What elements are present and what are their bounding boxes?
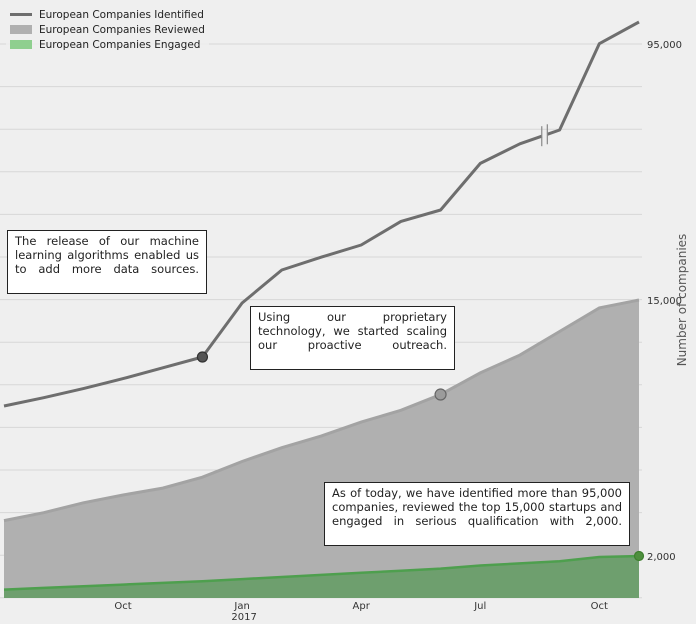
line-identified	[3, 20, 640, 408]
x-tick-label: Oct	[591, 601, 608, 612]
marker-engaged	[633, 550, 645, 562]
axis-break-mark	[541, 124, 548, 147]
y-axis: 2,000 15,000 95,000	[647, 40, 682, 563]
legend: European Companies Identified European C…	[6, 6, 209, 54]
markers	[196, 351, 645, 562]
x-tick-sublabel: 2017	[231, 612, 256, 623]
legend-item-reviewed: European Companies Reviewed	[10, 22, 205, 37]
y-axis-label: Number of companies	[675, 233, 689, 367]
legend-item-identified: European Companies Identified	[10, 7, 205, 22]
annotation-today: As of today, we have identified more tha…	[324, 482, 630, 546]
y-tick-label: 95,000	[647, 40, 682, 51]
x-tick-label: Jan	[233, 601, 249, 612]
legend-swatch-engaged	[10, 40, 32, 49]
legend-item-engaged: European Companies Engaged	[10, 37, 205, 52]
line-reviewed	[3, 298, 640, 523]
y-tick-label: 15,000	[647, 296, 682, 307]
x-tick-label: Oct	[114, 601, 131, 612]
line-engaged	[3, 554, 640, 591]
legend-label-identified: European Companies Identified	[39, 8, 204, 21]
x-tick-label: Jul	[473, 601, 486, 612]
annotation-ml-release: The release of our machine learning algo…	[7, 230, 207, 294]
marker-identified	[196, 351, 209, 363]
legend-swatch-reviewed	[10, 25, 32, 34]
legend-label-reviewed: European Companies Reviewed	[39, 23, 205, 36]
x-tick-label: Apr	[353, 601, 371, 612]
annotation-scaling: Using our proprietary technology, we sta…	[250, 306, 455, 370]
y-tick-label: 2,000	[647, 552, 676, 563]
legend-swatch-identified	[10, 13, 32, 16]
marker-reviewed	[434, 388, 447, 401]
legend-label-engaged: European Companies Engaged	[39, 38, 201, 51]
